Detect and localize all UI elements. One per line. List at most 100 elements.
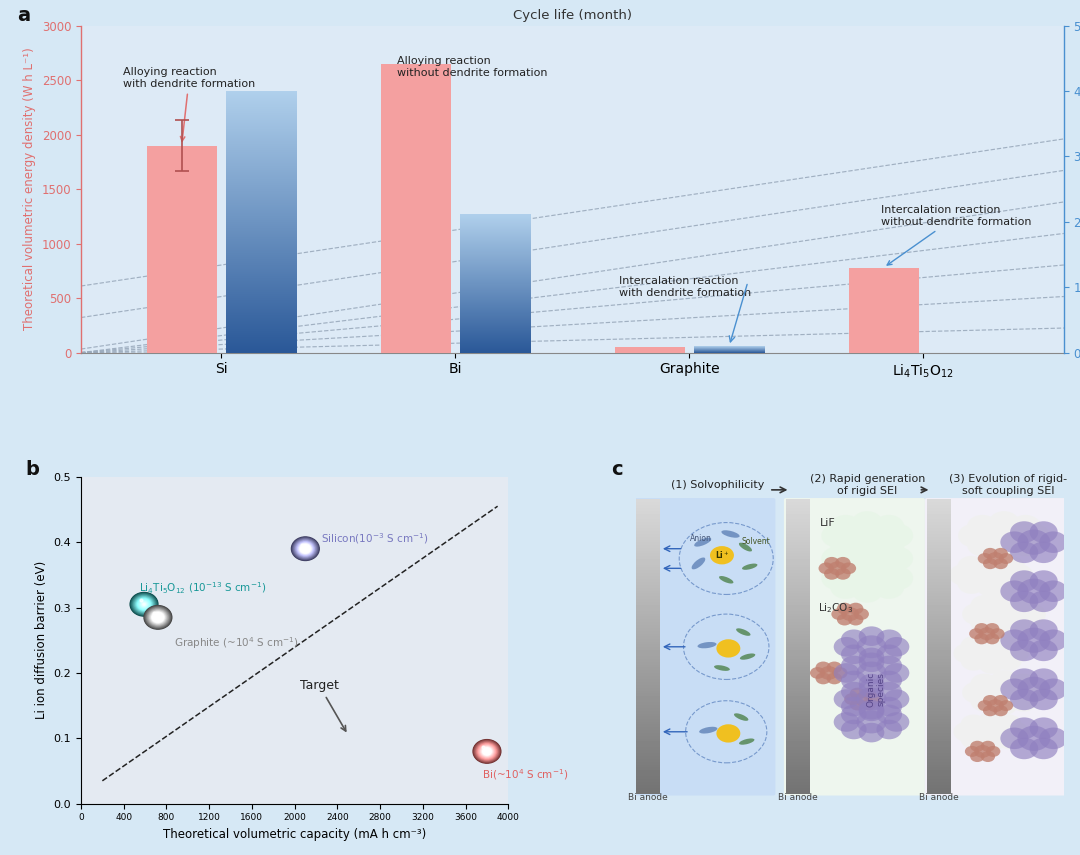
Ellipse shape [298,542,313,555]
FancyBboxPatch shape [784,498,924,795]
Circle shape [859,700,885,720]
Circle shape [848,614,863,626]
Circle shape [1029,717,1057,739]
Circle shape [1029,570,1057,592]
Circle shape [1010,619,1038,641]
Circle shape [1039,679,1067,700]
Ellipse shape [132,593,157,615]
Circle shape [810,667,825,679]
Circle shape [876,656,902,675]
Circle shape [970,611,998,634]
Circle shape [831,533,861,557]
Ellipse shape [483,748,491,755]
Ellipse shape [475,741,499,762]
Ellipse shape [477,743,497,759]
Circle shape [856,635,887,658]
Circle shape [983,558,997,569]
Circle shape [1004,564,1034,586]
Circle shape [854,693,872,706]
Text: Alloying reaction
with dendrite formation: Alloying reaction with dendrite formatio… [123,67,255,141]
Ellipse shape [300,545,310,553]
Ellipse shape [134,595,154,613]
Text: Graphite (~10$^4$ S cm$^{-1}$): Graphite (~10$^4$ S cm$^{-1}$) [174,635,298,652]
Ellipse shape [742,563,757,569]
Ellipse shape [295,540,315,557]
Ellipse shape [139,600,149,609]
Circle shape [994,558,1008,569]
Bar [615,347,685,352]
Circle shape [883,637,909,657]
Circle shape [853,608,869,620]
Ellipse shape [719,576,733,583]
Ellipse shape [739,543,752,551]
Circle shape [1000,728,1028,749]
Ellipse shape [294,539,318,558]
Text: Alloying reaction
without dendrite formation: Alloying reaction without dendrite forma… [397,56,548,78]
Circle shape [990,615,1018,637]
Ellipse shape [305,548,306,549]
Ellipse shape [147,608,170,627]
Ellipse shape [292,537,320,561]
Text: Solvent: Solvent [741,537,770,545]
Ellipse shape [480,746,494,758]
Ellipse shape [293,538,319,560]
Circle shape [981,740,995,752]
Circle shape [1020,524,1050,547]
Circle shape [849,545,886,572]
Circle shape [882,546,914,570]
Circle shape [1010,688,1038,711]
Ellipse shape [146,607,170,628]
Bar [380,64,450,352]
Circle shape [1010,611,1038,634]
FancyBboxPatch shape [634,498,775,795]
Circle shape [958,524,989,547]
Circle shape [834,712,860,732]
Circle shape [1010,690,1038,711]
Circle shape [957,572,986,594]
Ellipse shape [298,543,312,555]
Ellipse shape [152,613,163,622]
Circle shape [883,712,909,732]
Circle shape [831,556,861,580]
Circle shape [974,634,989,645]
Circle shape [949,564,977,586]
Ellipse shape [297,542,313,556]
Circle shape [987,552,1003,565]
Circle shape [833,667,848,679]
Circle shape [820,666,838,680]
Ellipse shape [486,750,488,752]
Text: Bi anode: Bi anode [778,793,818,802]
Circle shape [845,693,860,705]
Circle shape [1000,581,1028,602]
Circle shape [1000,531,1028,553]
Bar [147,145,217,352]
Ellipse shape [130,593,158,616]
Ellipse shape [156,616,160,619]
Text: Li$_4$Ti$_5$O$_{12}$ (10$^{-13}$ S cm$^{-1}$): Li$_4$Ti$_5$O$_{12}$ (10$^{-13}$ S cm$^{… [138,581,266,596]
Circle shape [826,673,842,684]
Circle shape [976,642,1007,665]
Ellipse shape [137,598,151,610]
Circle shape [1010,674,1038,695]
Ellipse shape [153,614,162,621]
Circle shape [837,614,852,626]
Circle shape [883,663,909,683]
Circle shape [841,705,866,724]
Circle shape [1017,726,1051,751]
Ellipse shape [486,751,488,752]
Ellipse shape [153,613,163,622]
Circle shape [716,640,740,657]
Circle shape [999,553,1013,564]
Circle shape [831,557,861,581]
Circle shape [821,524,852,547]
Ellipse shape [482,747,491,756]
Circle shape [961,729,986,749]
Y-axis label: Theoretical volumetric energy density (W h L⁻¹): Theoretical volumetric energy density (W… [23,48,36,331]
Circle shape [1029,541,1057,563]
FancyBboxPatch shape [924,498,1066,795]
Circle shape [834,689,860,709]
Circle shape [815,662,831,673]
Ellipse shape [134,596,153,612]
Ellipse shape [300,544,311,553]
Ellipse shape [482,746,492,756]
